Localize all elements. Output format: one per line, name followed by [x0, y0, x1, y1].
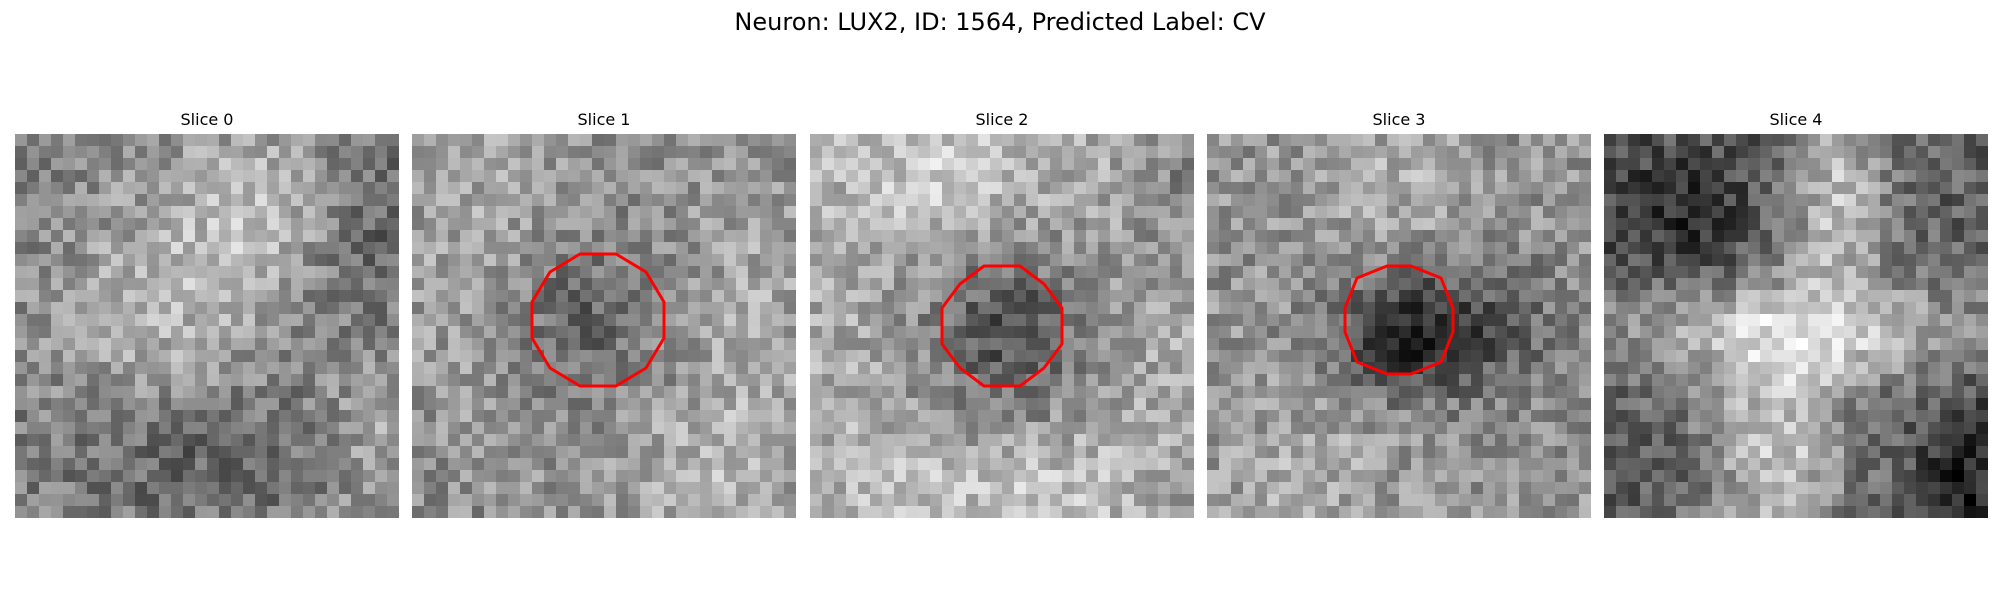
slice-title: Slice 3	[1372, 110, 1426, 129]
roi-contour	[940, 264, 1064, 388]
roi-contour	[530, 252, 666, 388]
slice-title: Slice 0	[180, 110, 234, 129]
slice-image	[1604, 134, 1988, 518]
slice-title: Slice 2	[975, 110, 1029, 129]
slice-title: Slice 1	[577, 110, 631, 129]
slice-image	[1207, 134, 1591, 518]
slice-image	[412, 134, 796, 518]
roi-contour	[1343, 264, 1455, 376]
figure-title: Neuron: LUX2, ID: 1564, Predicted Label:…	[734, 8, 1266, 36]
slice-image	[810, 134, 1194, 518]
slice-image	[15, 134, 399, 518]
slice-title: Slice 4	[1769, 110, 1823, 129]
